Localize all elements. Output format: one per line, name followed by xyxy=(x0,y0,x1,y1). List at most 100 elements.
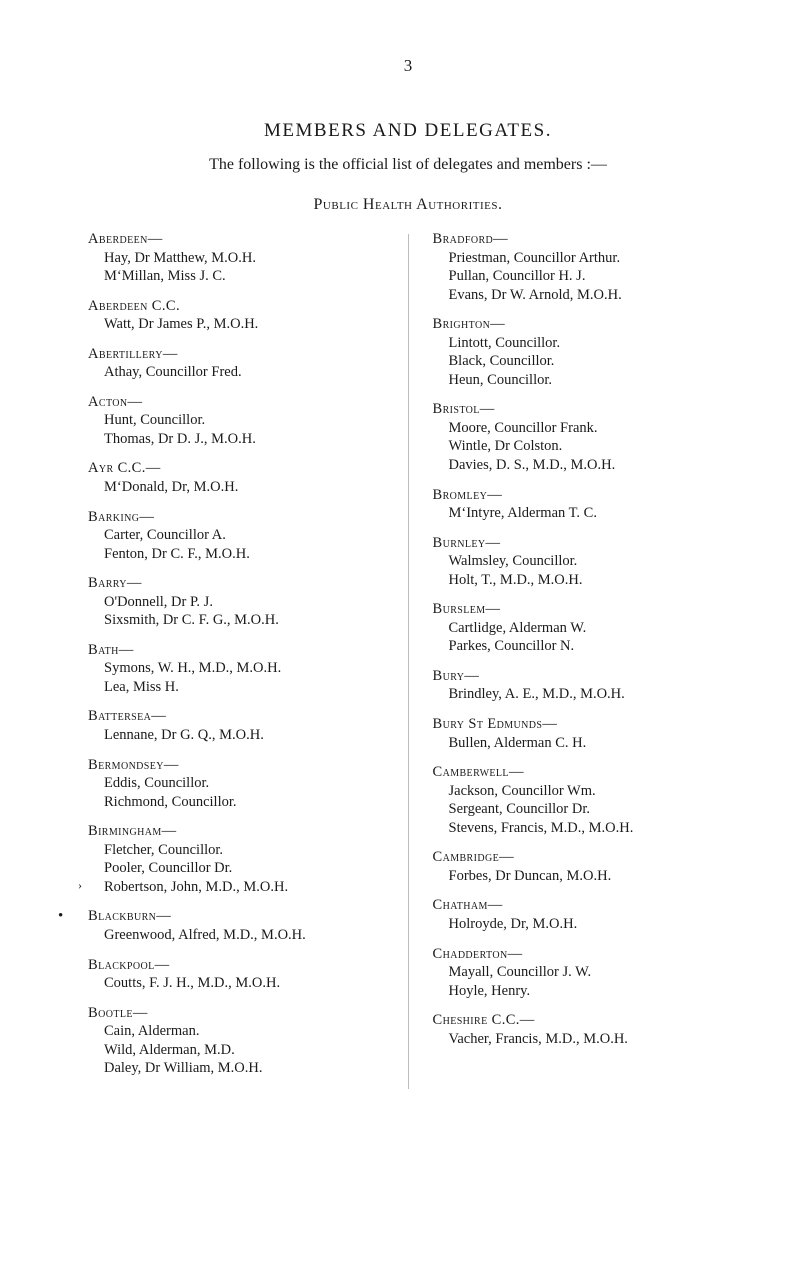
member-line: Robertson, John, M.D., M.O.H. xyxy=(88,878,384,897)
member-line: Bullen, Alderman C. H. xyxy=(433,734,729,753)
authority-name: Burslem— xyxy=(433,601,501,617)
member-line: Vacher, Francis, M.D., M.O.H. xyxy=(433,1030,729,1049)
authority-entry: Blackburn—•Greenwood, Alfred, M.D., M.O.… xyxy=(88,907,384,944)
member-line: Richmond, Councillor. xyxy=(88,793,384,812)
member-line: Thomas, Dr D. J., M.O.H. xyxy=(88,430,384,449)
member-line: Pooler, Councillor Dr. xyxy=(88,859,384,878)
member-line: Eddis, Councillor. xyxy=(88,774,384,793)
member-line: Walmsley, Councillor. xyxy=(433,552,729,571)
section-title-part1: Public Health xyxy=(314,196,413,213)
authority-name: Bury St Edmunds— xyxy=(433,716,558,732)
authority-entry: Burslem—Cartlidge, Alderman W.Parkes, Co… xyxy=(433,600,729,656)
authority-entry: Bromley—M‘Intyre, Alderman T. C. xyxy=(433,486,729,523)
authority-name: Cambridge— xyxy=(433,849,515,865)
member-line: Lintott, Councillor. xyxy=(433,334,729,353)
main-title: MEMBERS AND DELEGATES. xyxy=(88,120,728,142)
authority-entry: Bury St Edmunds— Bullen, Alderman C. H. xyxy=(433,715,729,752)
authority-name: Bootle— xyxy=(88,1005,148,1021)
authority-name: Bromley— xyxy=(433,487,503,503)
member-line: Black, Councillor. xyxy=(433,352,729,371)
member-line: Wintle, Dr Colston. xyxy=(433,437,729,456)
member-line: Mayall, Councillor J. W. xyxy=(433,963,729,982)
authority-entry: Aberdeen C.C.Watt, Dr James P., M.O.H. xyxy=(88,297,384,334)
authority-entry: Aberdeen— Hay, Dr Matthew, M.O.H.M‘Millan… xyxy=(88,230,384,286)
member-line: M‘Intyre, Alderman T. C. xyxy=(433,504,729,523)
member-line: O'Donnell, Dr P. J. xyxy=(88,593,384,612)
column-divider xyxy=(408,234,409,1089)
authority-entry: Bury—Brindley, A. E., M.D., M.O.H. xyxy=(433,667,729,704)
member-line: Brindley, A. E., M.D., M.O.H. xyxy=(433,685,729,704)
authority-entry: Battersea—Lennane, Dr G. Q., M.O.H. xyxy=(88,707,384,744)
authority-entry: Acton—Hunt, Councillor.Thomas, Dr D. J.,… xyxy=(88,393,384,449)
authority-name: Blackburn— xyxy=(88,908,171,924)
authority-entry: Ayr C.C.—M‘Donald, Dr, M.O.H. xyxy=(88,459,384,496)
authority-entry: Barry— O'Donnell, Dr P. J.Sixsmith, Dr C.… xyxy=(88,574,384,630)
member-line: Evans, Dr W. Arnold, M.O.H. xyxy=(433,286,729,305)
tick-icon: › xyxy=(78,878,82,893)
authority-entry: Camberwell— Jackson, Councillor Wm.Sergea… xyxy=(433,763,729,837)
member-line: Sergeant, Councillor Dr. xyxy=(433,800,729,819)
right-column: Bradford— Priestman, Councillor Arthur.Pu… xyxy=(433,230,729,1089)
intro-text: The following is the official list of de… xyxy=(88,156,728,174)
authority-name: Cheshire C.C.— xyxy=(433,1012,535,1028)
authority-name: Birmingham— xyxy=(88,823,177,839)
member-line: Lea, Miss H. xyxy=(88,678,384,697)
section-title-part2: Authorities. xyxy=(413,196,503,213)
authority-entry: Chatham—Holroyde, Dr, M.O.H. xyxy=(433,896,729,933)
member-line: Coutts, F. J. H., M.D., M.O.H. xyxy=(88,974,384,993)
member-line: Fletcher, Councillor. xyxy=(88,841,384,860)
authority-entry: Cambridge— Forbes, Dr Duncan, M.O.H. xyxy=(433,848,729,885)
authority-entry: Bristol—Moore, Councillor Frank.Wintle, … xyxy=(433,400,729,474)
authority-name: Brighton— xyxy=(433,316,506,332)
member-line: Jackson, Councillor Wm. xyxy=(433,782,729,801)
authority-name: Aberdeen— xyxy=(88,231,163,247)
member-line: Watt, Dr James P., M.O.H. xyxy=(88,315,384,334)
member-line: Fenton, Dr C. F., M.O.H. xyxy=(88,545,384,564)
authority-name: Bury— xyxy=(433,668,480,684)
authority-entry: Bradford— Priestman, Councillor Arthur.Pu… xyxy=(433,230,729,304)
authority-entry: Bootle—Cain, Alderman.Wild, Alderman, M.… xyxy=(88,1004,384,1078)
member-line: Lennane, Dr G. Q., M.O.H. xyxy=(88,726,384,745)
authority-name: Bradford— xyxy=(433,231,509,247)
authority-entry: Bath—Symons, W. H., M.D., M.O.H.Lea, Mis… xyxy=(88,641,384,697)
authority-name: Bermondsey— xyxy=(88,757,179,773)
authority-name: Camberwell— xyxy=(433,764,524,780)
member-line: Cain, Alderman. xyxy=(88,1022,384,1041)
member-line: Stevens, Francis, M.D., M.O.H. xyxy=(433,819,729,838)
member-line: Forbes, Dr Duncan, M.O.H. xyxy=(433,867,729,886)
member-line: M‘Millan, Miss J. C. xyxy=(88,267,384,286)
member-line: Davies, D. S., M.D., M.O.H. xyxy=(433,456,729,475)
member-line: Holt, T., M.D., M.O.H. xyxy=(433,571,729,590)
authority-name: Chadderton— xyxy=(433,946,523,962)
columns-container: Aberdeen— Hay, Dr Matthew, M.O.H.M‘Millan… xyxy=(88,230,728,1089)
authority-entry: Burnley—Walmsley, Councillor.Holt, T., M… xyxy=(433,534,729,590)
authority-entry: Abertillery—Athay, Councillor Fred. xyxy=(88,345,384,382)
member-line: Hunt, Councillor. xyxy=(88,411,384,430)
authority-name: Abertillery— xyxy=(88,346,178,362)
authority-name: Burnley— xyxy=(433,535,501,551)
authority-entry: Cheshire C.C.— Vacher, Francis, M.D., M.O… xyxy=(433,1011,729,1048)
authority-entry: Blackpool—Coutts, F. J. H., M.D., M.O.H. xyxy=(88,956,384,993)
member-line: Athay, Councillor Fred. xyxy=(88,363,384,382)
member-line: Greenwood, Alfred, M.D., M.O.H. xyxy=(88,926,384,945)
authority-entry: Barking—Carter, Councillor A.Fenton, Dr … xyxy=(88,508,384,564)
page-container: 3 MEMBERS AND DELEGATES. The following i… xyxy=(0,0,800,1279)
authority-name: Aberdeen C.C. xyxy=(88,298,180,314)
authority-name: Barking— xyxy=(88,509,154,525)
member-line: Priestman, Councillor Arthur. xyxy=(433,249,729,268)
member-line: Parkes, Councillor N. xyxy=(433,637,729,656)
member-line: Hoyle, Henry. xyxy=(433,982,729,1001)
member-line: Sixsmith, Dr C. F. G., M.O.H. xyxy=(88,611,384,630)
member-line: Pullan, Councillor H. J. xyxy=(433,267,729,286)
member-line: Hay, Dr Matthew, M.O.H. xyxy=(88,249,384,268)
section-title: Public Health Authorities. xyxy=(88,196,728,214)
authority-name: Blackpool— xyxy=(88,957,170,973)
member-line: Holroyde, Dr, M.O.H. xyxy=(433,915,729,934)
authority-name: Ayr C.C.— xyxy=(88,460,161,476)
member-line: Daley, Dr William, M.O.H. xyxy=(88,1059,384,1078)
member-line: Carter, Councillor A. xyxy=(88,526,384,545)
authority-name: Barry— xyxy=(88,575,142,591)
member-line: Heun, Councillor. xyxy=(433,371,729,390)
member-line: Moore, Councillor Frank. xyxy=(433,419,729,438)
authority-name: Acton— xyxy=(88,394,142,410)
